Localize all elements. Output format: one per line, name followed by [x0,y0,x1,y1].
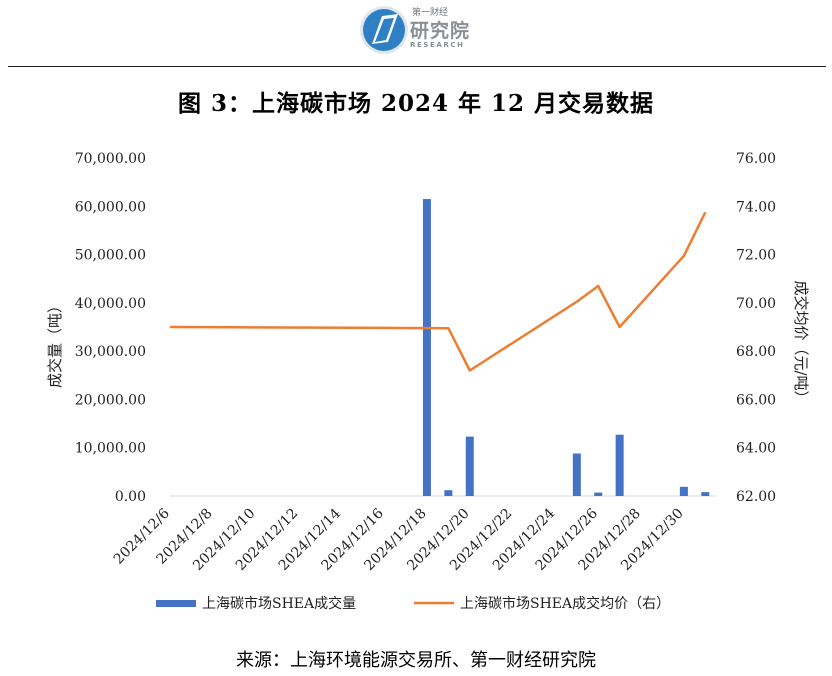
legend-label-price: 上海碳市场SHEA成交均价（右） [460,595,670,612]
volume-bar [465,436,474,496]
volume-bar [701,492,710,496]
trading-chart: 0.00 10,000.00 20,000.00 30,000.00 40,000.00… [46,151,810,612]
y-right-tick-label: 72.00 [736,248,776,264]
y-right-tick-label: 66.00 [736,392,776,408]
header-divider [8,66,826,67]
y-left-tick-label: 60,000.00 [75,199,146,215]
bar-series [422,199,710,496]
volume-bar [679,486,688,496]
research-logo-icon [360,6,408,54]
y-right-tick-label: 70.00 [736,296,776,312]
y-left-tick-label: 30,000.00 [75,344,146,360]
y-left-tick-label: 70,000.00 [75,151,146,167]
y-right-tick-label: 76.00 [736,151,776,167]
y-axis-right-title: 成交均价（元/吨） [792,280,810,405]
y-right-tick-label: 62.00 [736,489,776,505]
y-left-tick-label: 20,000.00 [75,392,146,408]
report-header: 第一财经 研究院 RESEARCH [0,0,832,68]
volume-bar [444,490,453,496]
figure-title: 图 3：上海碳市场 2024 年 12 月交易数据 [177,90,655,117]
line-series [169,211,707,372]
y-right-tick-label: 74.00 [736,199,776,215]
logo-text-small: 第一财经 [412,8,449,18]
y-right-tick-label: 68.00 [736,344,776,360]
logo-subtext: RESEARCH [410,41,465,49]
source-note: 来源：上海环境能源交易所、第一财经研究院 [236,650,596,671]
volume-bar [615,434,624,496]
y-axis-left-title: 成交量（吨） [46,298,64,388]
y-right-tick-label: 64.00 [736,441,776,457]
legend: 上海碳市场SHEA成交量 上海碳市场SHEA成交均价（右） [156,595,670,612]
volume-bar [572,453,581,496]
legend-label-volume: 上海碳市场SHEA成交量 [202,595,356,612]
y-left-tick-label: 50,000.00 [75,248,146,264]
volume-bar [594,492,603,496]
volume-bar [422,199,431,496]
y-left-tick-label: 10,000.00 [75,441,146,457]
price-line [169,211,707,372]
logo-text: 研究院 [410,20,471,42]
y-left-tick-label: 40,000.00 [75,296,146,312]
legend-swatch-volume [156,600,196,607]
y-left-tick-label: 0.00 [115,489,146,505]
